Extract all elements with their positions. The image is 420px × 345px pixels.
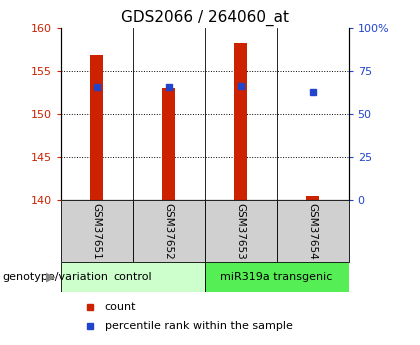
Text: ▶: ▶ bbox=[46, 270, 55, 283]
Bar bbox=[277, 200, 349, 262]
Text: GSM37652: GSM37652 bbox=[164, 203, 174, 259]
Bar bbox=[205, 262, 349, 292]
Text: GSM37654: GSM37654 bbox=[307, 203, 318, 259]
Bar bbox=[61, 262, 205, 292]
Bar bbox=[306, 196, 319, 200]
Bar bbox=[90, 55, 103, 200]
Bar bbox=[61, 200, 133, 262]
Text: control: control bbox=[113, 272, 152, 282]
Text: percentile rank within the sample: percentile rank within the sample bbox=[105, 321, 292, 331]
Text: count: count bbox=[105, 302, 136, 312]
Text: miR319a transgenic: miR319a transgenic bbox=[220, 272, 333, 282]
Bar bbox=[234, 43, 247, 200]
Text: GSM37653: GSM37653 bbox=[236, 203, 246, 259]
Title: GDS2066 / 264060_at: GDS2066 / 264060_at bbox=[121, 10, 289, 26]
Bar bbox=[162, 88, 175, 200]
Bar bbox=[205, 200, 277, 262]
Bar bbox=[133, 200, 205, 262]
Text: GSM37651: GSM37651 bbox=[92, 203, 102, 259]
Text: genotype/variation: genotype/variation bbox=[2, 272, 108, 282]
